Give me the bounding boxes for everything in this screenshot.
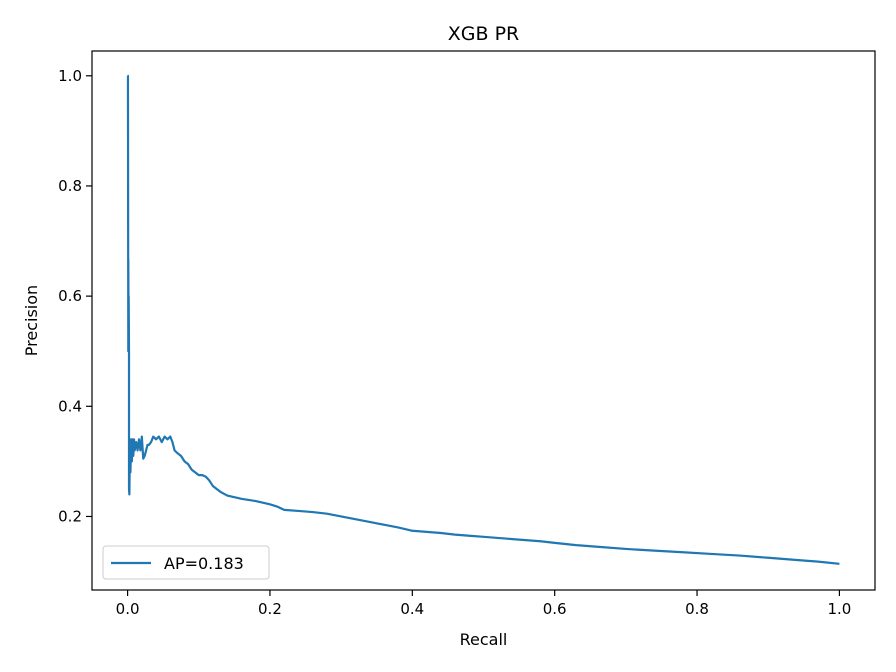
legend-label: AP=0.183 xyxy=(164,554,244,573)
x-tick-label: 0.6 xyxy=(543,600,567,618)
y-axis-title: Precision xyxy=(22,285,41,356)
plot-area xyxy=(126,74,840,565)
x-axis-title: Recall xyxy=(460,630,508,649)
y-tick-label: 0.2 xyxy=(58,507,82,525)
y-axis: 0.2 0.4 0.6 0.8 1.0 xyxy=(58,67,92,525)
y-tick-label: 0.4 xyxy=(58,397,82,415)
y-tick-label: 1.0 xyxy=(58,67,82,85)
x-tick-label: 0.2 xyxy=(258,600,282,618)
pr-curve-line xyxy=(126,74,840,565)
y-tick-label: 0.6 xyxy=(58,287,82,305)
x-tick-label: 1.0 xyxy=(827,600,851,618)
x-tick-label: 0.8 xyxy=(685,600,709,618)
x-axis: 0.0 0.2 0.4 0.6 0.8 1.0 xyxy=(116,590,851,618)
legend: AP=0.183 xyxy=(102,545,270,580)
legend-box xyxy=(102,545,270,580)
x-tick-label: 0.0 xyxy=(116,600,140,618)
y-tick-label: 0.8 xyxy=(58,177,82,195)
chart-title: XGB PR xyxy=(448,23,519,45)
x-tick-label: 0.4 xyxy=(400,600,424,618)
plot-frame xyxy=(91,50,876,591)
